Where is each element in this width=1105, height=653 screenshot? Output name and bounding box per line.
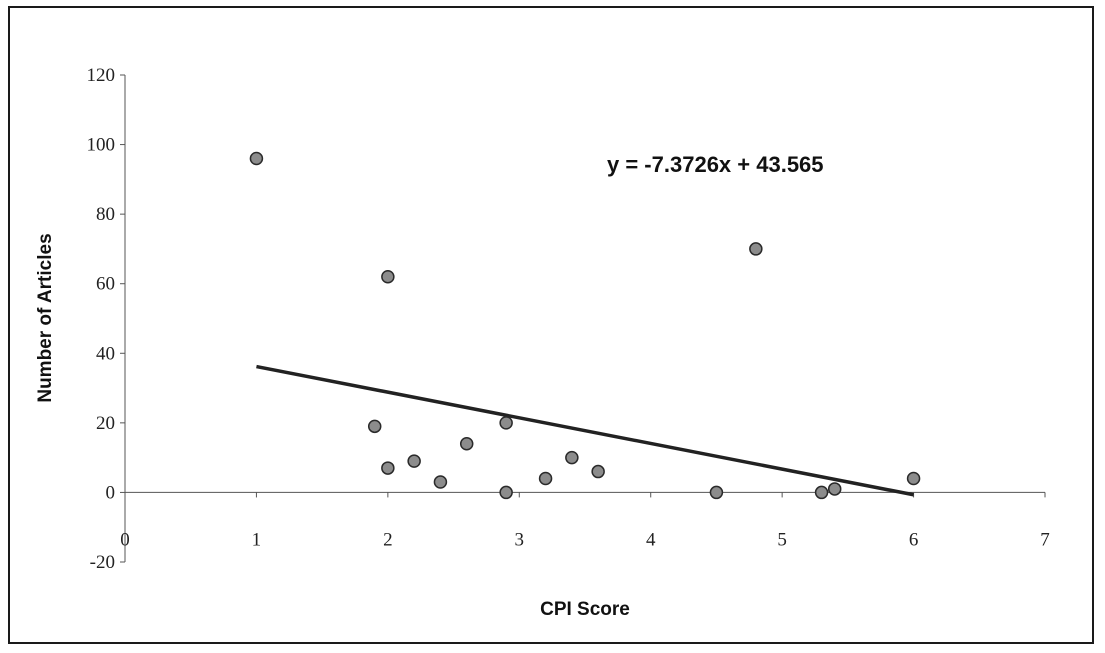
data-point <box>827 482 842 496</box>
y-tick-label: 40 <box>96 343 115 364</box>
y-tick-label: 20 <box>96 413 115 434</box>
x-tick-label: 3 <box>515 529 525 550</box>
y-tick-label: 60 <box>96 274 115 295</box>
data-point <box>538 471 553 486</box>
data-point <box>749 242 763 256</box>
data-point <box>433 475 448 489</box>
x-tick-label: 0 <box>120 529 130 550</box>
y-tick-label: 80 <box>96 204 115 225</box>
x-tick-label: 5 <box>777 529 787 550</box>
x-tick-label: 7 <box>1040 529 1050 550</box>
data-point <box>499 416 513 430</box>
x-axis-title: CPI Score <box>540 599 630 620</box>
data-point <box>381 461 395 475</box>
axes <box>120 74 1046 563</box>
trendline-group <box>256 364 914 497</box>
x-tick-label: 1 <box>252 529 262 550</box>
y-tick-label: -20 <box>90 552 115 573</box>
trendline <box>256 364 914 497</box>
x-tick-label: 6 <box>909 529 919 550</box>
data-points <box>249 151 921 500</box>
y-axis-title: Number of Articles <box>35 233 56 402</box>
data-point <box>249 151 264 166</box>
y-tick-label: 120 <box>87 65 116 86</box>
data-point <box>499 485 513 500</box>
data-point <box>381 270 395 284</box>
chart-frame <box>8 6 1094 644</box>
data-point <box>459 436 474 451</box>
data-point <box>591 464 605 479</box>
data-point <box>814 485 829 500</box>
x-tick-label: 2 <box>383 529 393 550</box>
data-point <box>906 471 921 486</box>
y-tick-label: 100 <box>87 135 116 156</box>
y-tick-label: 0 <box>106 482 116 503</box>
trendline-equation: y = -7.3726x + 43.565 <box>607 152 824 177</box>
data-point <box>709 485 724 500</box>
data-point <box>367 419 382 434</box>
x-tick-label: 4 <box>646 529 656 550</box>
data-point <box>407 454 421 468</box>
data-point <box>565 450 579 465</box>
